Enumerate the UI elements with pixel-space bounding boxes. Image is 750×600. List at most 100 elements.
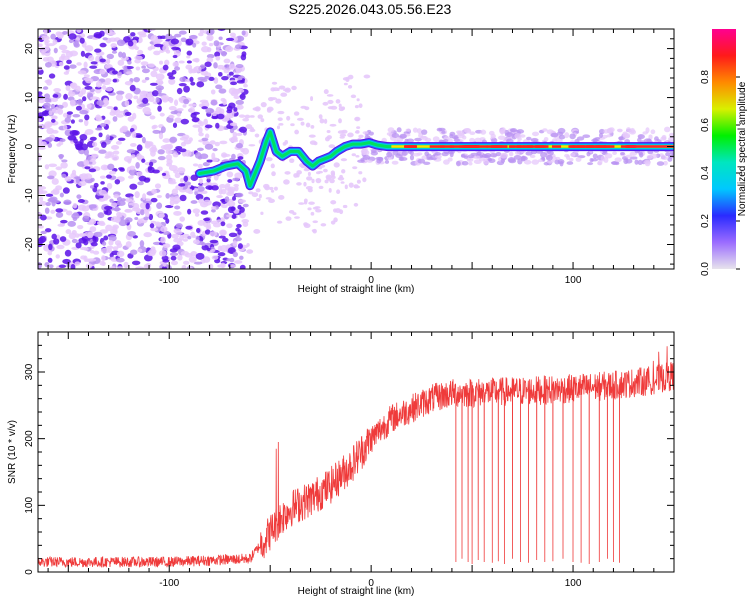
noise-blob	[238, 199, 246, 203]
noise-blob	[103, 97, 109, 104]
noise-blob	[239, 93, 246, 100]
halo-blob	[405, 128, 411, 132]
noise-blob	[270, 189, 275, 193]
noise-blob	[215, 122, 220, 129]
noise-blob	[38, 146, 46, 150]
halo-blob	[447, 157, 453, 162]
noise-blob	[140, 61, 149, 66]
noise-blob	[296, 170, 302, 175]
noise-blob	[218, 36, 223, 41]
noise-blob	[67, 220, 76, 227]
noise-blob	[76, 194, 82, 199]
noise-blob	[233, 183, 240, 187]
noise-blob	[193, 261, 203, 265]
noise-blob	[78, 233, 87, 237]
noise-blob	[183, 175, 189, 182]
noise-blob	[116, 90, 125, 95]
noise-blob	[78, 119, 84, 123]
noise-blob	[63, 65, 70, 70]
noise-blob	[95, 55, 101, 63]
noise-blob	[45, 44, 50, 51]
noise-blob	[223, 58, 231, 64]
noise-blob	[123, 36, 131, 43]
noise-blob	[53, 47, 58, 54]
noise-blob	[179, 76, 187, 83]
noise-blob	[355, 129, 360, 134]
halo-blob	[520, 155, 526, 162]
noise-blob	[160, 236, 166, 244]
halo-blob	[663, 160, 668, 166]
noise-blob	[201, 244, 209, 251]
halo-blob	[453, 138, 460, 142]
halo-blob	[508, 151, 514, 157]
noise-blob	[62, 30, 68, 35]
noise-blob	[46, 79, 53, 86]
noise-blob	[220, 221, 226, 227]
halo-blob	[614, 157, 622, 163]
noise-blob	[354, 116, 361, 122]
noise-blob	[87, 231, 94, 239]
noise-blob	[39, 235, 47, 243]
noise-blob	[190, 112, 197, 119]
noise-blob	[183, 139, 192, 145]
noise-blob	[150, 70, 158, 78]
noise-blob	[127, 40, 134, 47]
colorbar-tick-label: 0.4	[700, 166, 711, 180]
noise-blob	[175, 230, 183, 236]
noise-blob	[110, 202, 118, 208]
halo-blob	[587, 162, 594, 166]
noise-blob	[206, 178, 211, 183]
noise-blob	[195, 193, 204, 201]
noise-blob	[318, 114, 323, 120]
noise-blob	[152, 124, 158, 129]
noise-blob	[231, 213, 237, 220]
noise-blob	[188, 103, 197, 107]
noise-blob	[188, 256, 197, 263]
noise-blob	[89, 226, 97, 233]
noise-blob	[126, 149, 136, 154]
noise-blob	[196, 227, 201, 233]
noise-blob	[50, 209, 56, 214]
noise-blob	[88, 168, 97, 173]
noise-blob	[206, 53, 215, 59]
noise-blob	[224, 196, 230, 203]
noise-blob	[348, 182, 354, 188]
noise-blob	[66, 111, 73, 115]
noise-blob	[104, 119, 111, 126]
halo-blob	[546, 160, 554, 164]
noise-blob	[210, 89, 216, 95]
noise-blob	[226, 109, 233, 114]
noise-blob	[216, 113, 225, 120]
noise-blob	[179, 194, 187, 202]
noise-blob	[235, 192, 244, 198]
noise-blob	[153, 50, 161, 56]
noise-blob	[98, 197, 106, 202]
noise-blob	[147, 63, 156, 68]
noise-blob	[307, 171, 311, 177]
noise-blob	[108, 37, 117, 42]
noise-blob	[48, 73, 56, 79]
noise-blob	[83, 247, 89, 251]
noise-blob	[41, 124, 51, 129]
noise-blob	[148, 213, 154, 221]
halo-blob	[564, 132, 570, 139]
noise-blob	[137, 181, 144, 186]
noise-blob	[194, 187, 199, 192]
noise-blob	[98, 132, 103, 138]
noise-blob	[114, 216, 121, 223]
noise-blob	[178, 30, 187, 35]
halo-blob	[504, 132, 513, 138]
noise-blob	[86, 154, 91, 161]
noise-blob	[328, 144, 336, 149]
noise-blob	[130, 32, 136, 37]
noise-blob	[130, 154, 136, 159]
noise-blob	[236, 104, 244, 110]
noise-blob	[89, 185, 95, 189]
noise-blob	[111, 50, 118, 54]
noise-blob	[83, 74, 90, 78]
noise-blob	[45, 202, 51, 207]
noise-blob	[242, 147, 250, 155]
noise-blob	[71, 213, 80, 220]
halo-blob	[414, 137, 422, 142]
noise-blob	[245, 124, 253, 130]
